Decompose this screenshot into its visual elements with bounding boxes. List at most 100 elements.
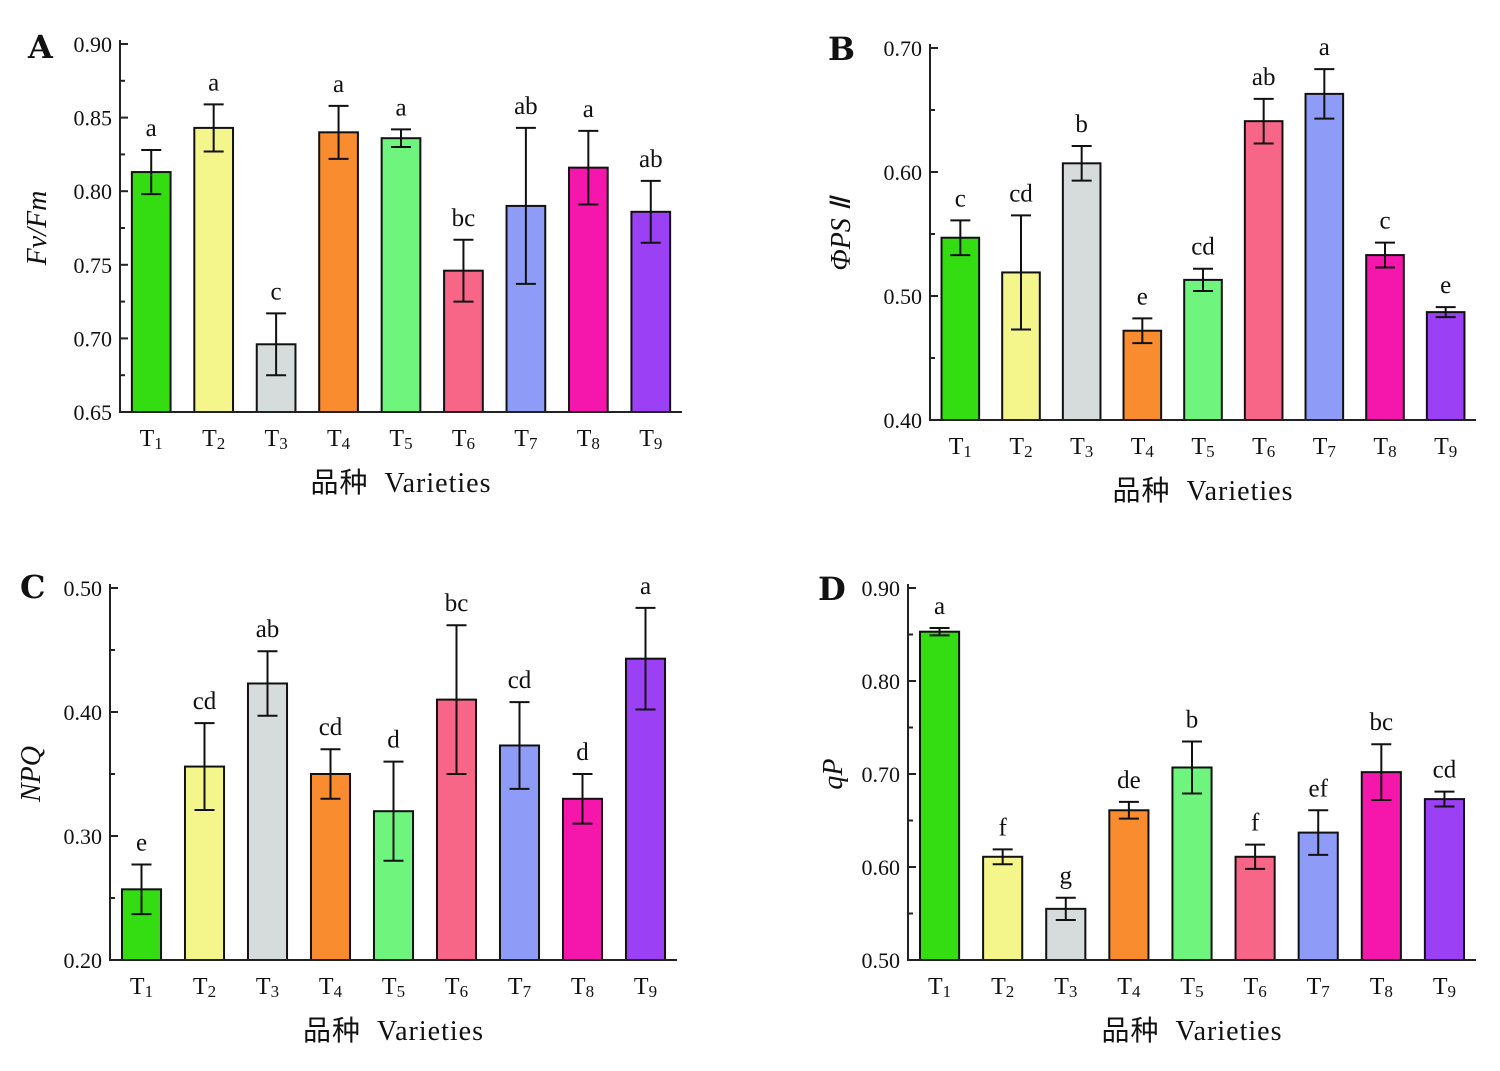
panel-c: Ce T1 cd T2 ab T3 cd T4 d T5 bc T6 cd T7 d T8 a T9 0.20 0.3… <box>16 568 677 1047</box>
error-bar <box>1132 317 1153 345</box>
y-axis-label: Fv/Fm <box>22 191 53 267</box>
category-label: T1 <box>928 974 951 1001</box>
error-bar <box>194 722 215 811</box>
significance-label: f <box>999 814 1008 841</box>
y-tick-label: 0.85 <box>74 106 113 131</box>
bar-t4 <box>318 131 359 413</box>
x-axis-label: 品种 Varieties <box>303 1015 484 1047</box>
error-bar <box>640 179 661 244</box>
category-label: T9 <box>1434 434 1457 461</box>
error-bar <box>1371 743 1392 802</box>
significance-label: a <box>583 96 594 123</box>
y-tick-label: 0.70 <box>862 762 901 787</box>
category-label: T9 <box>634 974 657 1001</box>
significance-label: d <box>576 739 589 766</box>
error-bar <box>257 650 278 717</box>
bar-t5 <box>1183 278 1223 421</box>
significance-label: ab <box>514 93 538 120</box>
x-axis-label: 品种 Varieties <box>1102 1015 1283 1047</box>
y-tick-label: 0.80 <box>74 179 113 204</box>
category-label: T7 <box>1313 434 1337 461</box>
y-tick-label: 0.50 <box>64 576 103 601</box>
y-tick-label: 0.70 <box>884 36 923 61</box>
significance-label: ab <box>639 146 663 173</box>
y-tick-label: 0.80 <box>862 669 901 694</box>
significance-label: cd <box>193 688 217 715</box>
error-bar <box>635 606 656 711</box>
bar-t4 <box>1108 809 1150 962</box>
y-tick-label: 0.60 <box>862 855 901 880</box>
category-label: T4 <box>327 426 351 453</box>
significance-label: a <box>640 573 651 600</box>
y-tick-label: 0.60 <box>884 160 923 185</box>
bar-t3 <box>1061 162 1102 421</box>
significance-label: cd <box>319 714 343 741</box>
category-label: T2 <box>202 426 225 453</box>
category-label: T5 <box>1191 434 1214 461</box>
panel-b: Bc T1 cd T2 b T3 e T4 cd T5 ab T6 a T7 c T8 e T9 0.40 0.50 0… <box>826 30 1476 507</box>
significance-label: a <box>333 71 344 98</box>
error-bar <box>1434 790 1455 808</box>
error-bar <box>1375 241 1395 269</box>
error-bar <box>578 129 599 206</box>
category-label: T8 <box>571 974 594 1001</box>
significance-label: c <box>955 185 966 212</box>
category-label: T9 <box>639 426 662 453</box>
bar-t8 <box>561 797 604 961</box>
category-label: T5 <box>389 426 412 453</box>
significance-label: cd <box>508 667 532 694</box>
significance-label: bc <box>452 205 476 232</box>
bar-t2 <box>193 126 235 414</box>
category-label: T4 <box>1117 974 1141 1001</box>
category-label: T8 <box>1370 974 1393 1001</box>
y-tick-label: 0.40 <box>64 700 103 725</box>
y-tick-label: 0.20 <box>64 948 103 973</box>
panel-letter: A <box>27 28 54 66</box>
category-label: T2 <box>991 974 1014 1001</box>
category-label: T3 <box>265 426 288 453</box>
bar-t1 <box>918 630 961 962</box>
error-bar <box>1435 306 1456 319</box>
y-tick-label: 0.90 <box>862 576 901 601</box>
error-bar <box>131 863 152 916</box>
category-label: T8 <box>1373 434 1396 461</box>
bar-t6 <box>1243 120 1284 421</box>
error-bar <box>453 238 474 303</box>
significance-label: c <box>1379 208 1390 235</box>
significance-label: de <box>1117 767 1141 794</box>
significance-label: cd <box>1009 180 1033 207</box>
significance-label: d <box>387 727 400 754</box>
error-bar <box>391 128 411 149</box>
error-bar <box>203 103 224 153</box>
category-label: T3 <box>1070 434 1093 461</box>
bar-t8 <box>1360 771 1402 962</box>
significance-label: e <box>1440 272 1451 299</box>
x-axis-label: 品种 Varieties <box>1113 475 1294 507</box>
category-label: T6 <box>1244 974 1267 1001</box>
y-tick-label: 0.30 <box>64 824 103 849</box>
significance-label: e <box>1137 283 1148 310</box>
y-axis-label: ΦPS Ⅱ <box>826 194 857 270</box>
category-label: T5 <box>1180 974 1203 1001</box>
significance-label: bc <box>445 590 469 617</box>
category-label: T3 <box>1054 974 1077 1001</box>
panel-letter: C <box>20 568 45 606</box>
y-tick-label: 0.50 <box>884 284 923 309</box>
error-bar <box>515 126 536 285</box>
category-label: T1 <box>130 974 153 1001</box>
y-tick-label: 0.90 <box>74 32 113 57</box>
category-label: T8 <box>577 426 600 453</box>
significance-label: cd <box>1191 234 1215 261</box>
error-bar <box>509 701 530 790</box>
significance-label: a <box>1319 34 1330 61</box>
y-tick-label: 0.50 <box>862 948 901 973</box>
error-bar <box>1055 896 1076 922</box>
panel-a: Aa T1 a T2 c T3 a T4 a T5 bc T6 ab T7 a T8 ab T9 0.65 0.70 0… <box>22 28 682 499</box>
panel-letter: B <box>828 30 855 68</box>
bar-t6 <box>1234 855 1276 962</box>
significance-label: ef <box>1309 775 1329 802</box>
error-bar <box>320 748 341 800</box>
significance-label: b <box>1186 706 1199 733</box>
category-label: T7 <box>1307 974 1331 1001</box>
